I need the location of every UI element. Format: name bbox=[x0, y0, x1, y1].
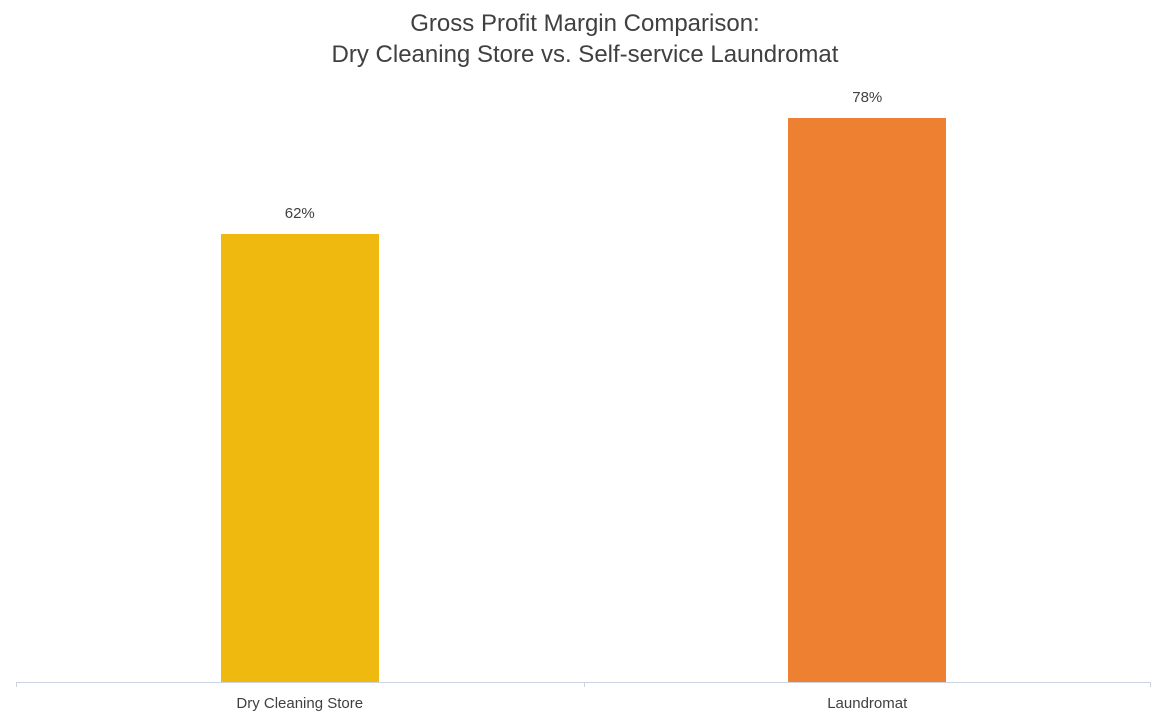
x-axis-label-laundromat: Laundromat bbox=[827, 695, 908, 712]
data-label-laundromat: 78% bbox=[852, 89, 883, 106]
data-label-dry-cleaning-store: 62% bbox=[284, 205, 315, 222]
x-axis-tick bbox=[1150, 682, 1151, 687]
bar-dry-cleaning-store bbox=[220, 234, 379, 682]
plot-area: 62% 78% bbox=[16, 89, 1152, 687]
chart-title-line-2: Dry Cleaning Store vs. Self-service Laun… bbox=[331, 41, 839, 68]
x-axis-tick bbox=[16, 682, 17, 687]
x-axis-labels: Dry Cleaning Store Laundromat bbox=[16, 694, 1151, 718]
chart-title: Gross Profit Margin Comparison: Dry Clea… bbox=[0, 8, 1170, 70]
x-axis-label-dry-cleaning-store: Dry Cleaning Store bbox=[236, 695, 364, 712]
category-slot-laundromat: 78% bbox=[584, 89, 1152, 682]
chart-title-line-1: Gross Profit Margin Comparison: bbox=[410, 10, 760, 37]
category-slot-dry-cleaning-store: 62% bbox=[16, 104, 584, 682]
bar-laundromat bbox=[788, 118, 947, 682]
x-axis-tick bbox=[583, 682, 585, 687]
